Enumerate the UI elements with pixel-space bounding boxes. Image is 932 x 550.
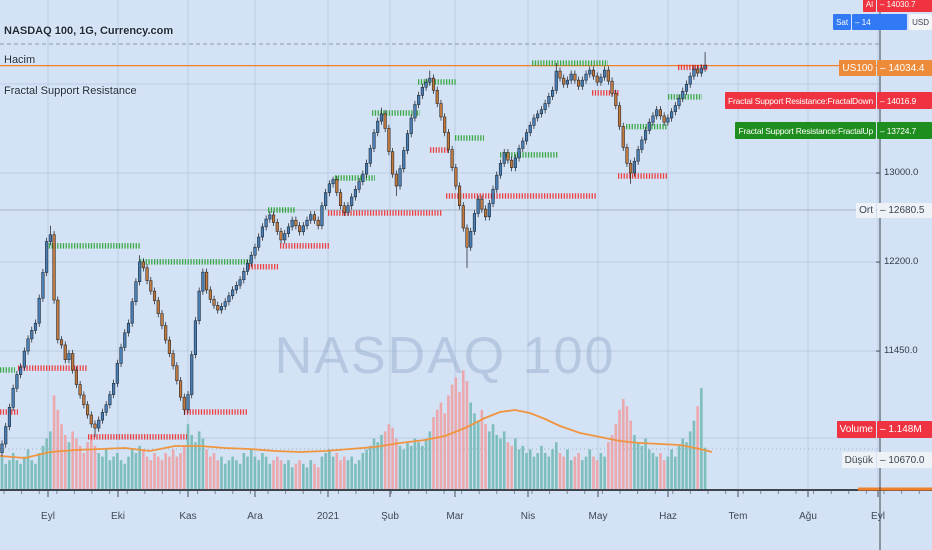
month-label: 2021: [316, 511, 340, 522]
indicator-volume-label[interactable]: Hacim: [4, 54, 36, 66]
currency-badge[interactable]: USD: [909, 14, 932, 30]
month-label: Ara: [247, 511, 263, 522]
indicator-fractal-label[interactable]: Fractal Support Resistance: [4, 85, 137, 97]
month-label: Haz: [659, 511, 677, 522]
month-label: May: [588, 511, 608, 522]
chart-legend: NASDAQ 100, 1G, Currency.com Hacim Fract…: [4, 24, 173, 115]
dusuk-label: Düşük – 10670.0: [841, 452, 932, 468]
month-label: Nis: [520, 511, 536, 522]
buy-button[interactable]: Al – 14030.7: [862, 0, 932, 12]
month-label: Eyl: [41, 511, 55, 522]
fractal-up-label: Fractal Support Resistance:FractalUp – 13…: [734, 122, 932, 139]
month-label: Eki: [111, 511, 125, 522]
symbol-title[interactable]: NASDAQ 100, 1G, Currency.com: [4, 25, 174, 37]
month-label: Ağu: [799, 511, 817, 522]
ort-label: Ort – 12680.5: [855, 203, 932, 218]
volume-label: Volume – 1.148M: [836, 421, 932, 438]
month-label: Kas: [179, 511, 197, 522]
symbol-price-label: US100– 14034.4: [838, 60, 932, 76]
sell-button[interactable]: Sat – 14 USD: [832, 14, 932, 30]
price-tick-label: 12200.0: [884, 256, 919, 268]
month-label: Tem: [728, 511, 748, 522]
price-tick-label: 13000.0: [884, 167, 919, 178]
volume-bars: [0, 370, 713, 489]
price-tick-label: 11450.0: [884, 345, 918, 357]
fractal-down-label: Fractal Support Resistance:FractalDown – …: [724, 92, 932, 109]
month-label: Mar: [446, 511, 464, 522]
month-label: Eyl: [871, 511, 885, 522]
fractal-lines: [0, 60, 708, 440]
month-label: Şub: [381, 511, 399, 522]
candlesticks: [0, 52, 707, 457]
volume-ma-line: [0, 409, 713, 459]
